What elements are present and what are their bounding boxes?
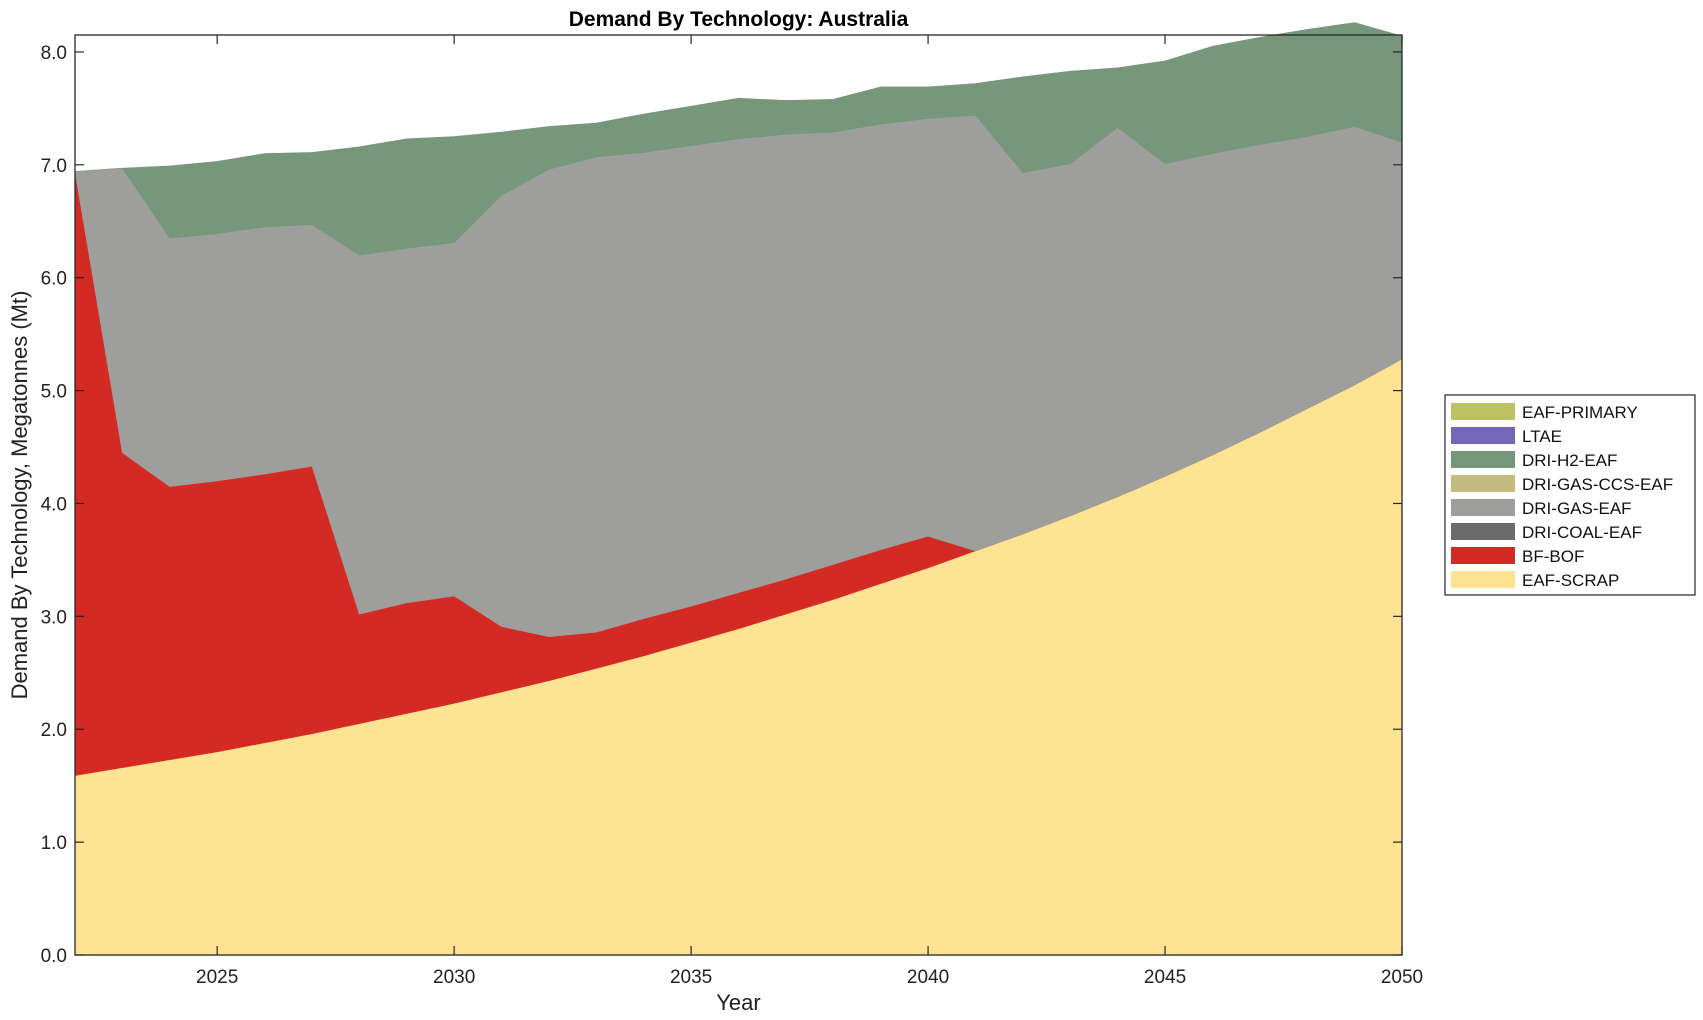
- legend-swatch-ltae: [1451, 427, 1515, 444]
- legend-label-dri-gas-eaf: DRI-GAS-EAF: [1522, 499, 1632, 518]
- y-tick-label: 1.0: [41, 833, 67, 854]
- legend-swatch-dri-coal-eaf: [1451, 523, 1515, 540]
- stacked-areas: [74, 22, 1403, 956]
- legend-swatch-dri-gas-eaf: [1451, 499, 1515, 516]
- y-tick-label: 7.0: [41, 156, 67, 177]
- legend-label-bf-bof: BF-BOF: [1522, 547, 1584, 566]
- y-tick-label: 3.0: [41, 607, 67, 628]
- legend-swatch-dri-h2-eaf: [1451, 451, 1515, 468]
- y-tick-label: 6.0: [41, 269, 67, 290]
- legend-label-dri-gas-ccs-eaf: DRI-GAS-CCS-EAF: [1522, 475, 1673, 494]
- legend-label-dri-h2-eaf: DRI-H2-EAF: [1522, 451, 1617, 470]
- legend-label-dri-coal-eaf: DRI-COAL-EAF: [1522, 523, 1642, 542]
- legend-swatch-eaf-scrap: [1451, 571, 1515, 588]
- legend: EAF-PRIMARY LTAE DRI-H2-EAF DRI-GAS-CCS-EAF…: [1444, 394, 1696, 596]
- y-tick-label: 4.0: [41, 494, 67, 515]
- y-tick-label: 2.0: [41, 720, 67, 741]
- legend-label-eaf-primary: EAF-PRIMARY: [1522, 403, 1638, 422]
- y-axis-ticks: 0.0 1.0 2.0 3.0 4.0 5.0 6.0 7.0 8.0: [41, 43, 1402, 967]
- y-axis-label: Demand By Technology, Megatonnes (Mt): [7, 291, 32, 700]
- legend-label-eaf-scrap: EAF-SCRAP: [1522, 571, 1619, 590]
- legend-swatch-dri-gas-ccs-eaf: [1451, 475, 1515, 492]
- x-tick-label: 2035: [670, 967, 712, 988]
- x-tick-label: 2050: [1381, 967, 1423, 988]
- y-tick-label: 5.0: [41, 382, 67, 403]
- x-axis-label: Year: [716, 990, 760, 1015]
- y-tick-label: 8.0: [41, 43, 67, 64]
- legend-swatch-bf-bof: [1451, 547, 1515, 564]
- legend-swatch-eaf-primary: [1451, 403, 1515, 420]
- x-tick-label: 2045: [1144, 967, 1186, 988]
- legend-label-ltae: LTAE: [1522, 427, 1562, 446]
- x-axis-ticks: 2025 2030 2035 2040 2045 2050: [196, 35, 1423, 988]
- x-tick-label: 2040: [907, 967, 949, 988]
- y-tick-label: 0.0: [41, 946, 67, 967]
- chart-title: Demand By Technology: Australia: [569, 8, 909, 31]
- x-tick-label: 2025: [196, 967, 238, 988]
- plot-frame: [74, 34, 1403, 956]
- x-tick-label: 2030: [433, 967, 475, 988]
